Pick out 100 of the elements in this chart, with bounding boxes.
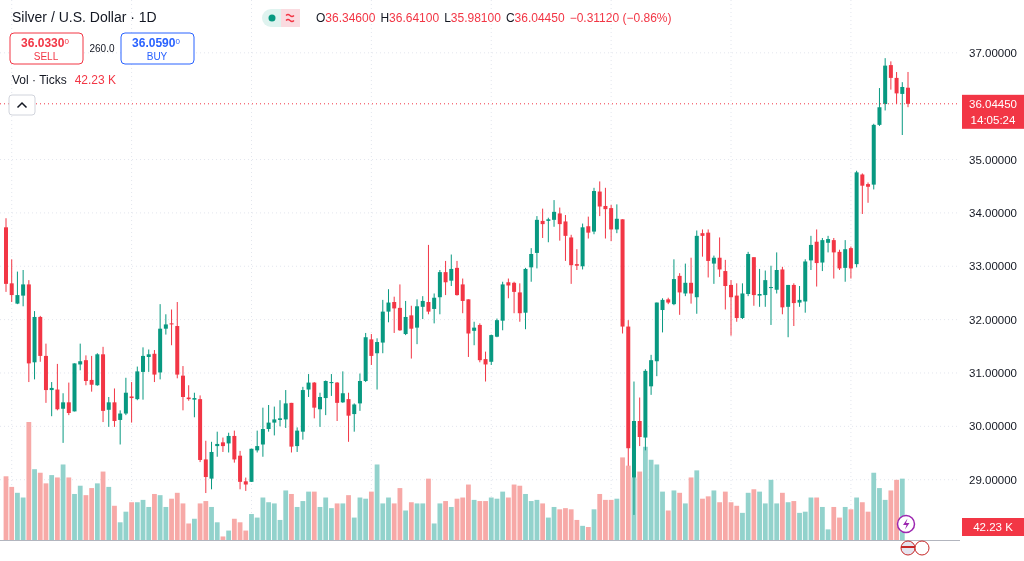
candlestick: [346, 392, 351, 443]
candlestick: [397, 283, 402, 332]
candlestick: [415, 298, 420, 345]
candlestick: [768, 265, 773, 326]
bar: [751, 489, 757, 540]
y-tick-label: 31.00000: [969, 367, 1017, 380]
candlestick: [260, 407, 265, 458]
bar: [443, 501, 448, 540]
candlestick: [272, 406, 277, 436]
y-tick-label: 35.00000: [969, 153, 1017, 166]
candlestick: [843, 239, 848, 283]
chart-title: Vol · Ticks: [12, 73, 67, 87]
candlestick: [129, 381, 134, 424]
candlestick: [180, 365, 185, 411]
bar: [340, 503, 346, 540]
annotation: 35.98100: [450, 11, 502, 25]
candlestick: [586, 216, 591, 240]
text: 36.0330: [21, 36, 65, 50]
candlestick: [283, 389, 288, 429]
candlestick: [860, 172, 865, 215]
candlestick: [163, 313, 168, 336]
bar: [694, 470, 700, 540]
candlestick: [226, 432, 231, 453]
bar: [585, 527, 591, 540]
bar: [368, 491, 374, 540]
annotation: O: [316, 11, 326, 25]
candlestick: [683, 263, 688, 297]
candlestick: [637, 397, 642, 447]
candlestick: [220, 437, 225, 453]
bar: [49, 475, 55, 540]
bar: [129, 502, 134, 540]
candlestick: [66, 382, 71, 416]
annotation: BUY: [146, 51, 168, 62]
bar: [682, 503, 688, 540]
annotation: 260.0: [89, 43, 115, 54]
annotation: SELL: [33, 51, 59, 62]
candlestick: [808, 235, 813, 271]
bar: [191, 518, 197, 540]
candlestick: [335, 381, 340, 422]
candlestick: [89, 355, 94, 393]
candlestick: [403, 300, 408, 336]
bar: [711, 490, 717, 540]
candlestick: [614, 203, 619, 234]
candlestick: [443, 260, 448, 296]
candlestick: [848, 246, 853, 280]
bar: [785, 502, 791, 540]
candlestick: [169, 308, 174, 346]
candlestick: [317, 392, 322, 428]
candlestick: [295, 426, 300, 453]
annotation: 42.23 K: [74, 73, 117, 87]
annotation: −0.31120 (−0.86%): [569, 11, 672, 25]
bar: [403, 510, 409, 540]
candlestick: [426, 244, 431, 315]
bar: [334, 503, 340, 540]
candlestick: [141, 346, 146, 401]
candlestick: [375, 337, 380, 391]
candlestick: [192, 392, 197, 418]
bar: [311, 491, 317, 540]
candlestick: [837, 249, 842, 271]
ref-line-label: 36.04450: [969, 97, 1017, 110]
candlestick: [352, 402, 357, 433]
candlestick: [540, 208, 545, 239]
bar: [94, 483, 100, 540]
bar: [106, 486, 112, 540]
bar: [780, 492, 785, 540]
bar: [289, 493, 294, 540]
candlestick: [512, 281, 517, 314]
bar: [677, 492, 683, 540]
bar: [580, 525, 585, 540]
candlestick: [506, 278, 511, 299]
candlestick: [55, 363, 60, 411]
annotation: 0: [175, 37, 181, 46]
candlestick: [786, 284, 791, 338]
text: 42.23 K: [973, 521, 1014, 534]
bar: [426, 478, 431, 540]
candlestick: [278, 399, 283, 427]
candlestick: [369, 333, 374, 366]
candlestick: [255, 430, 260, 453]
y-tick-label: 37.00000: [969, 46, 1017, 59]
bar: [32, 469, 37, 540]
candlestick: [21, 269, 26, 307]
annotation: 36.34600: [325, 11, 376, 25]
candlestick: [866, 181, 871, 204]
candlestick: [118, 409, 123, 445]
candlestick: [517, 282, 522, 323]
candlestick: [306, 373, 311, 398]
y-tick-label: 30.00000: [969, 420, 1017, 433]
candlestick: [677, 272, 682, 316]
text: Silver / U.S. Dollar · 1D: [12, 9, 157, 25]
candlestick: [203, 440, 208, 494]
candlestick: [609, 204, 614, 242]
bar: [614, 498, 620, 540]
y-tick-label: 33.00000: [969, 260, 1017, 273]
bar: [408, 502, 414, 540]
annotation: 36.04450: [514, 11, 565, 25]
text: 14:05:24: [970, 113, 1016, 126]
candlestick: [814, 228, 819, 288]
candlestick: [729, 279, 734, 337]
candlestick: [774, 251, 779, 294]
candlestick: [660, 297, 665, 333]
